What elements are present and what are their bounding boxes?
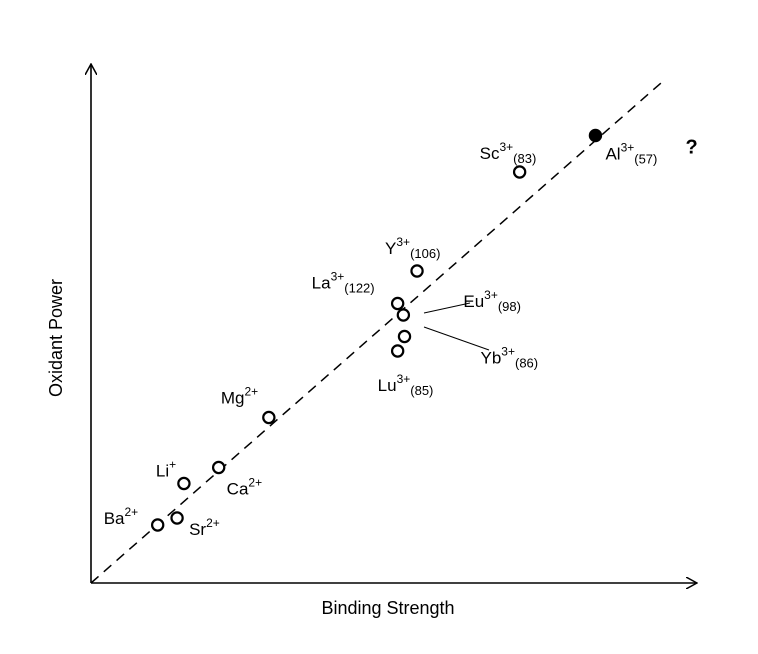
label-ca-ion: Ca [227,480,249,499]
point-sc [512,165,527,179]
label-eu-radius: (98) [498,299,521,314]
label-la-ion: La [312,274,331,293]
point-sr [170,511,184,525]
point-eu [396,308,411,322]
label-lu: Lu3+(85) [378,372,434,398]
trend-line [90,82,662,584]
label-sr: Sr2+ [189,516,220,539]
yb-leader-line [423,326,490,351]
point-lu [390,344,405,358]
label-sr-ion: Sr [189,520,206,539]
label-yb-charge: 3+ [501,345,515,359]
label-eu: Eu3+(98) [463,288,521,314]
label-sc: Sc3+(83) [480,140,537,166]
y-axis-title: Oxidant Power [46,279,66,397]
label-y: Y3+(106) [385,235,440,261]
point-y [410,264,424,278]
label-lu-radius: (85) [410,383,433,398]
point-yb [397,329,412,344]
label-al-radius: (57) [634,152,657,167]
label-la-charge: 3+ [331,270,345,284]
label-y-ion: Y [385,239,396,258]
label-mg-charge: 2+ [244,385,258,399]
label-al: Al3+(57) [605,141,657,167]
label-al-note: ? [685,137,697,159]
point-ba [150,518,165,532]
label-ba-charge: 2+ [124,505,138,519]
label-li: Li+ [156,458,176,481]
label-mg: Mg2+ [221,385,258,408]
label-yb-ion: Yb [481,349,502,368]
point-la [390,296,405,311]
label-lu-ion: Lu [378,376,397,395]
label-sc-ion: Sc [480,144,500,163]
label-yb-radius: (86) [515,356,538,371]
label-eu-charge: 3+ [484,288,498,302]
label-al-charge: 3+ [621,141,635,155]
point-mg [262,410,276,425]
label-li-ion: Li [156,462,169,481]
point-al [588,128,603,143]
label-sc-radius: (83) [513,151,536,166]
label-ca: Ca2+ [227,476,262,499]
label-ca-charge: 2+ [248,476,262,490]
label-mg-ion: Mg [221,389,245,408]
label-al-ion: Al [605,145,620,164]
x-axis-title: Binding Strength [321,598,454,618]
eu-leader-line [423,302,471,314]
label-y-charge: 3+ [396,235,410,249]
label-ba-ion: Ba [104,509,125,528]
label-la-radius: (122) [344,281,374,296]
label-la: La3+(122) [312,270,375,296]
label-sr-charge: 2+ [206,516,220,530]
label-y-radius: (106) [410,246,440,261]
label-ba: Ba2+ [104,505,138,528]
label-sc-charge: 3+ [499,140,513,154]
label-lu-charge: 3+ [397,372,411,386]
label-eu-ion: Eu [463,292,484,311]
point-li [177,476,191,491]
label-li-charge: + [169,458,176,472]
point-ca [211,460,226,475]
label-yb: Yb3+(86) [481,345,539,371]
